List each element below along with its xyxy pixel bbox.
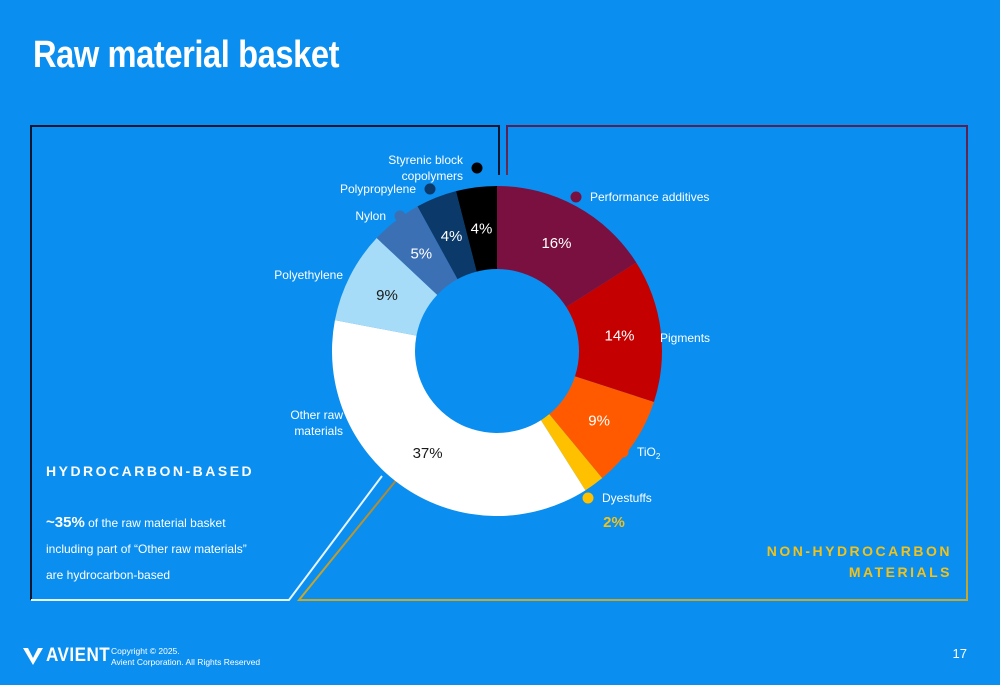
legend-label-styrenic-block-copolymers: Styrenic block copolymers [388, 153, 464, 183]
non-hydrocarbon-title: NON-HYDROCARBON MATERIALS [732, 541, 952, 583]
slice-pigments [566, 262, 662, 402]
slice-tio [549, 376, 654, 479]
legend-marker-performance-additives [570, 191, 582, 203]
pct-label-nylon: 5% [410, 245, 432, 262]
hydrocarbon-text-line1: of the raw material basket [84, 516, 226, 530]
hydrocarbon-text-line2: including part of “Other raw materials” [46, 542, 247, 556]
legend-label-dyestuffs: Dyestuffs [602, 491, 652, 505]
page-number: 17 [952, 646, 967, 661]
legend-label-tio: TiO2 [637, 445, 661, 461]
copyright-line1: Copyright © 2025. [111, 646, 180, 656]
hydrocarbon-bracket-bottom [31, 475, 383, 601]
legend-marker-polypropylene [424, 183, 436, 195]
slice-polypropylene [417, 191, 477, 280]
slice-styrenic-block-copolymers [455, 186, 497, 272]
slice-other-raw-materials [332, 320, 586, 516]
pct-label-other-raw-materials: 37% [413, 445, 443, 462]
legend-label-other-raw-materials: Other raw materials [290, 408, 343, 438]
legend-label-polypropylene: Polypropylene [340, 182, 416, 196]
slice-performance-additives [497, 186, 637, 308]
slice-polyethylene [334, 238, 438, 336]
legend-marker-pigments [640, 332, 652, 344]
hydrocarbon-text-line3: are hydrocarbon-based [46, 568, 171, 582]
hydrocarbon-highlight: ~35% [46, 514, 85, 531]
pct-label-polypropylene: 4% [441, 228, 463, 245]
hydrocarbon-bracket [30, 125, 500, 600]
page-title: Raw material basket [33, 34, 340, 76]
legend-marker-polyethylene [351, 269, 363, 281]
legend-marker-tio [617, 446, 629, 458]
legend-marker-dyestuffs [582, 492, 594, 504]
pct-label-tio: 9% [588, 412, 610, 429]
pct-label-styrenic-block-copolymers: 4% [471, 220, 493, 237]
copyright: Copyright © 2025. Avient Corporation. Al… [111, 646, 260, 668]
slice-nylon [376, 206, 458, 295]
legend-marker-other-raw-materials [351, 417, 363, 429]
hydrocarbon-title: HYDROCARBON-BASED [46, 463, 255, 479]
avient-logo-icon [23, 648, 43, 665]
legend-marker-nylon [394, 210, 406, 222]
pct-label-pigments: 14% [605, 328, 635, 345]
avient-logo: AVIENT [22, 645, 117, 667]
copyright-line2: Avient Corporation. All Rights Reserved [111, 657, 261, 667]
legend-marker-styrenic-block-copolymers [471, 162, 483, 174]
logo-text: AVIENT [46, 645, 111, 666]
slice-dyestuffs [540, 414, 603, 491]
hydrocarbon-description: ~35% of the raw material basket includin… [46, 510, 276, 588]
non-hydrocarbon-title-line1: NON-HYDROCARBON [766, 543, 952, 559]
non-hydrocarbon-bracket [296, 125, 968, 601]
non-hydrocarbon-title-line2: MATERIALS [848, 564, 952, 580]
legend-label-performance-additives: Performance additives [590, 190, 709, 204]
pct-label-dyestuffs: 2% [603, 514, 625, 531]
legend-label-pigments: Pigments [660, 331, 710, 345]
legend-label-nylon: Nylon [355, 209, 386, 223]
pct-label-performance-additives: 16% [541, 235, 571, 252]
legend-label-polyethylene: Polyethylene [274, 268, 343, 282]
pct-label-polyethylene: 9% [376, 287, 398, 304]
